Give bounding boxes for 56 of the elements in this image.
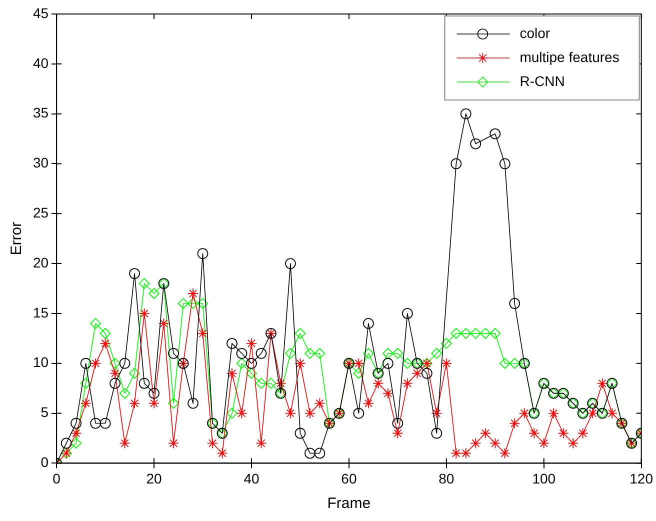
point <box>138 378 150 389</box>
point <box>119 358 130 369</box>
y-tick-label: 5 <box>40 404 49 420</box>
y-tick-label: 25 <box>32 204 49 221</box>
point <box>402 308 413 319</box>
point <box>246 358 257 369</box>
point <box>431 428 442 439</box>
point <box>392 418 404 429</box>
legend-label: R-CNN <box>520 72 565 89</box>
point <box>450 158 462 170</box>
x-tick-label: 20 <box>146 470 162 486</box>
legend-label: color <box>520 24 550 41</box>
point <box>314 448 326 459</box>
y-tick-label: 15 <box>32 304 49 320</box>
point <box>100 418 111 429</box>
x-axis-title: Frame <box>327 495 371 512</box>
y-tick-label: 20 <box>32 254 49 270</box>
x-tick-label: 40 <box>244 470 260 486</box>
point <box>226 338 238 349</box>
point <box>197 248 208 260</box>
point <box>236 348 248 359</box>
y-tick-label: 0 <box>40 454 49 470</box>
point <box>490 128 501 140</box>
point <box>129 268 140 279</box>
point <box>509 298 520 309</box>
y-tick-label: 45 <box>32 4 49 21</box>
legend-label: multipe features <box>520 48 620 65</box>
x-tick-label: 0 <box>52 470 61 486</box>
point <box>353 408 364 419</box>
x-tick-label: 60 <box>341 470 357 486</box>
point <box>304 448 316 459</box>
point <box>294 428 306 439</box>
point <box>70 418 82 429</box>
x-tick-label: 120 <box>630 470 654 486</box>
point <box>285 258 296 270</box>
point <box>499 158 510 170</box>
point <box>421 368 432 379</box>
point <box>470 138 482 150</box>
point <box>168 348 179 359</box>
point <box>110 378 120 389</box>
y-tick-label: 35 <box>32 104 49 121</box>
y-tick-label: 40 <box>32 54 49 71</box>
point <box>60 438 72 449</box>
point <box>460 108 472 120</box>
point <box>148 388 160 399</box>
y-tick-label: 30 <box>32 154 49 171</box>
point <box>90 418 102 429</box>
y-axis-title: Error <box>8 222 26 256</box>
point <box>80 358 92 369</box>
x-tick-label: 100 <box>532 470 556 486</box>
y-tick-label: 10 <box>32 354 49 370</box>
point <box>382 358 394 369</box>
point <box>362 318 374 329</box>
x-tick-label: 80 <box>438 470 454 486</box>
point <box>256 348 267 359</box>
point <box>188 398 198 409</box>
